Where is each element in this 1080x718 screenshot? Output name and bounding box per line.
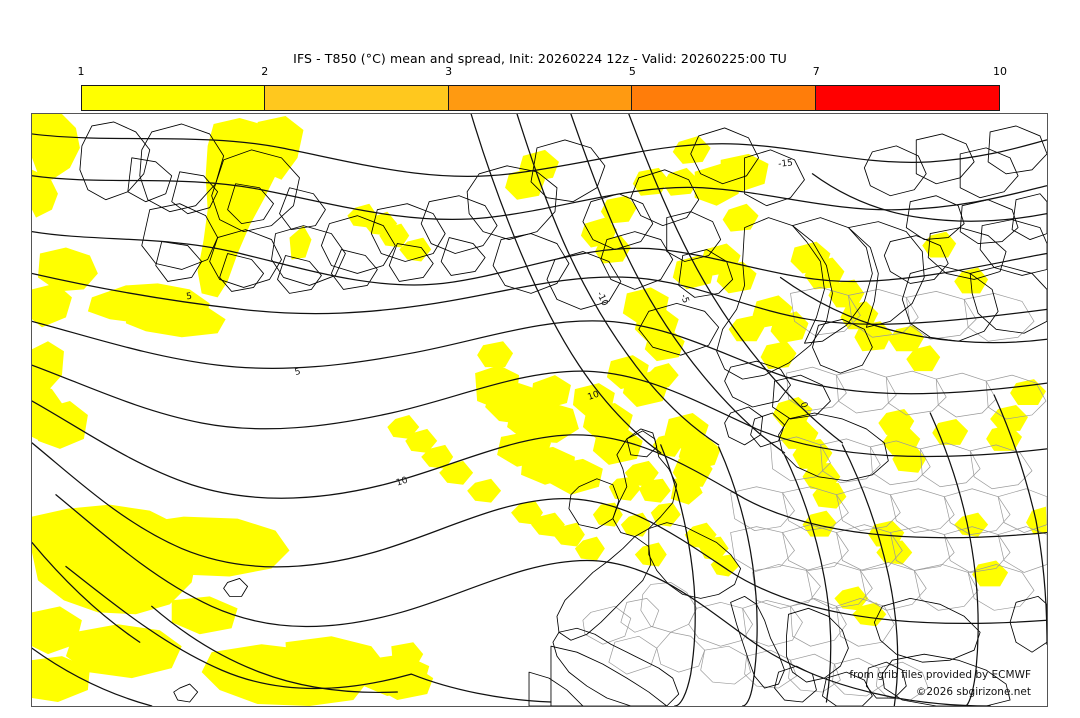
colorbar: 1 2 3 5 7 10 [78, 65, 1008, 111]
colorbar-segment-7-10 [815, 86, 999, 110]
contour-layer [32, 114, 1047, 706]
colorbar-segment-5-7 [632, 86, 816, 110]
map-canvas[interactable]: 10 10 5 -15 -5 0 -10 5 from grib files p… [31, 113, 1048, 707]
contour-label: -15 [778, 158, 794, 169]
colorbar-segments [81, 85, 1000, 111]
colorbar-tick-3: 3 [445, 65, 453, 78]
page-title: IFS - T850 (°C) mean and spread, Init: 2… [293, 51, 787, 66]
contour-label: -5 [678, 293, 690, 305]
contour-label: 5 [186, 292, 193, 303]
colorbar-segment-3-5 [448, 86, 633, 110]
colorbar-segment-1-2 [82, 86, 266, 110]
colorbar-tick-10: 10 [993, 65, 1007, 78]
colorbar-tick-1: 1 [77, 65, 85, 78]
contour-label: 5 [294, 367, 302, 378]
colorbar-segment-2-3 [265, 86, 449, 110]
spread-shading-layer [32, 114, 1047, 706]
map-svg: 10 10 5 -15 -5 0 -10 5 [32, 114, 1047, 706]
contour-label: -10 [594, 290, 610, 308]
coastline-layer [79, 121, 1047, 706]
contour-label: 0 [798, 401, 809, 410]
colorbar-tick-labels: 1 2 3 5 7 10 [78, 65, 1008, 111]
contour-label: 10 [395, 475, 409, 488]
contour-label: 10 [587, 389, 601, 402]
colorbar-tick-5: 5 [628, 65, 636, 78]
colorbar-tick-2: 2 [261, 65, 269, 78]
colorbar-tick-7: 7 [812, 65, 820, 78]
